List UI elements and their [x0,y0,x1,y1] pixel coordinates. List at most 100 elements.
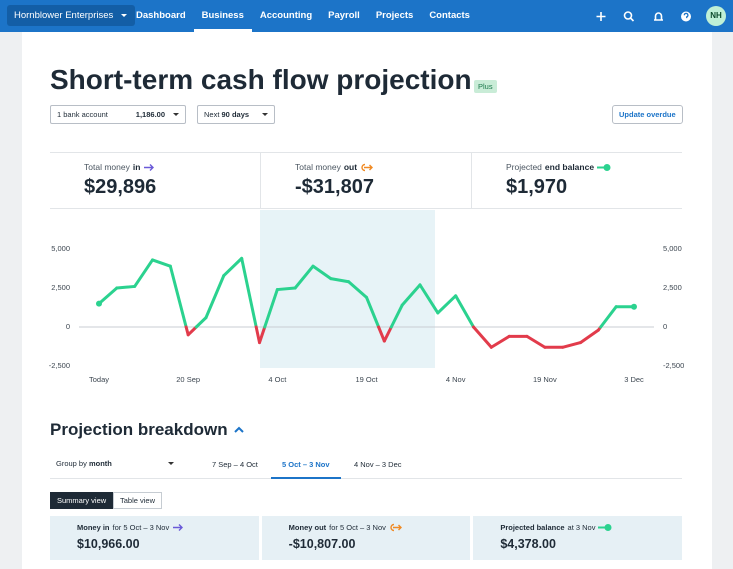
x-tick-label: 19 Oct [355,375,378,384]
summary-label-text: Total money [295,162,341,172]
icon-dot [603,163,611,171]
line-segment [489,334,511,349]
line-segment [389,303,404,329]
summary-label-emphasis: out [343,162,358,172]
y-tick-label: 0 [66,322,70,331]
line-segment [275,286,297,292]
breakdown-card: Money in for 5 Oct – 3 Nov $10,966.00 [50,516,259,560]
card-label-text: Money out [288,523,327,532]
line-segment [263,288,279,329]
line-segment [222,256,244,278]
icon-arrow [361,163,374,171]
card-label: Money in for 5 Oct – 3 Nov [77,523,259,532]
card-label-suffix: for 5 Oct – 3 Nov [112,523,170,532]
line-segment [115,284,137,290]
collapse-icon[interactable] [232,423,246,435]
line-segment [194,316,208,329]
account-select[interactable]: 1 bank account 1,186.00 [50,105,186,124]
line-segment [151,258,172,268]
card-label: Money out for 5 Oct – 3 Nov [289,523,471,532]
period-value: 90 days [221,110,250,119]
line-segment [168,264,188,329]
end-point [96,300,102,307]
line-segment [418,283,440,315]
summary-label: Total money out [295,162,471,172]
update-button[interactable]: Update overdue [612,105,683,124]
line-segment [186,325,198,337]
line-segment [400,283,422,307]
account-balance: 1,186.00 [135,110,165,119]
period-tab[interactable]: 4 Nov – 3 Dec [354,460,402,469]
help-icon[interactable] [681,11,691,22]
line-segment [347,280,368,299]
line-segment [293,264,315,290]
avatar[interactable]: NH [706,6,726,26]
view-toggle[interactable]: Summary view [50,492,114,509]
view-toggle[interactable]: Table view [113,492,163,509]
breakdown-controls: Group by month 7 Sep – 4 Oct 5 Oct – 3 No… [50,452,682,479]
nav-item[interactable]: Projects [375,10,414,21]
card-value: $4,378.00 [500,537,556,551]
y2-tick-label: 0 [663,322,667,331]
group-prefix: Group by [56,459,87,468]
bell-icon[interactable] [654,12,663,21]
line-segment [436,294,458,315]
period-tab[interactable]: 5 Oct – 3 Nov [271,452,341,479]
nav-item[interactable]: Business [193,0,252,32]
card-label-text: Money in [77,523,110,532]
summary-label-emphasis: end balance [544,162,595,172]
top-nav: Hornblower Enterprises Dashboard Business… [0,0,733,32]
icon-arrow [144,163,155,171]
add-icon[interactable] [596,12,606,21]
line-segment [579,328,600,345]
summary-card: Total money in $29,896 [50,153,260,208]
line-segment [311,264,333,281]
group-value: month [88,459,112,468]
summary-label: Total money in [84,162,260,172]
line-segment [382,325,393,343]
nav-item[interactable]: Dashboard [136,10,186,21]
breakdown-title-text: Projection breakdown [50,420,228,439]
indicator-icon [390,523,402,532]
line-segment [472,325,493,349]
summary-row: Total money in $29,896 Total money out -$31,8… [50,152,682,209]
indicator-icon [361,163,374,171]
indicator-icon [598,524,612,531]
card-label-text: Projected balance [500,523,565,532]
line-segment [454,294,475,329]
line-segment [599,305,618,329]
group-select[interactable]: Group by month [50,455,180,474]
y-tick-label: 2,500 [51,283,70,292]
cashflow-chart: -2,500 -2,500 0 0 2,500 2,500 5,000 5,000 Today 2… [49,210,684,384]
y-tick-label: 5,000 [51,244,70,253]
line-segment [204,274,226,320]
nav-icons [596,11,691,22]
y2-tick-label: 5,000 [663,244,682,253]
account-label: 1 bank account [57,110,108,119]
org-switcher[interactable]: Hornblower Enterprises [7,5,136,26]
summary-label: Projected end balance [506,162,682,172]
search-icon[interactable] [623,11,633,20]
period-select[interactable]: Next 90 days [197,105,275,124]
breakdown-card: Projected balance at 3 Nov $4,378.00 [473,516,683,560]
summary-value: $29,896 [84,176,157,198]
line-segment [561,341,582,349]
nav-items: Dashboard Business Accounting Payroll Projec… [128,0,478,32]
card-value: -$10,807.00 [288,537,356,551]
summary-label-text: Total money [84,162,130,172]
line-segment [365,295,381,329]
summary-value: $1,970 [506,176,568,198]
end-point [631,303,637,310]
x-tick-label: 3 Dec [624,375,644,384]
nav-item[interactable]: Payroll [328,10,360,21]
nav-item[interactable]: Accounting [259,10,313,21]
breakdown-card: Money out for 5 Oct – 3 Nov -$10,807.00 [261,516,471,560]
line-segment [240,256,258,329]
period-tab[interactable]: 7 Sep – 4 Oct [212,460,258,469]
x-tick-label: Today [89,375,109,384]
x-tick-label: 4 Nov [446,375,466,384]
line-segment [329,277,351,284]
nav-item[interactable]: Contacts [429,10,470,21]
x-tick-label: 4 Oct [268,375,287,384]
